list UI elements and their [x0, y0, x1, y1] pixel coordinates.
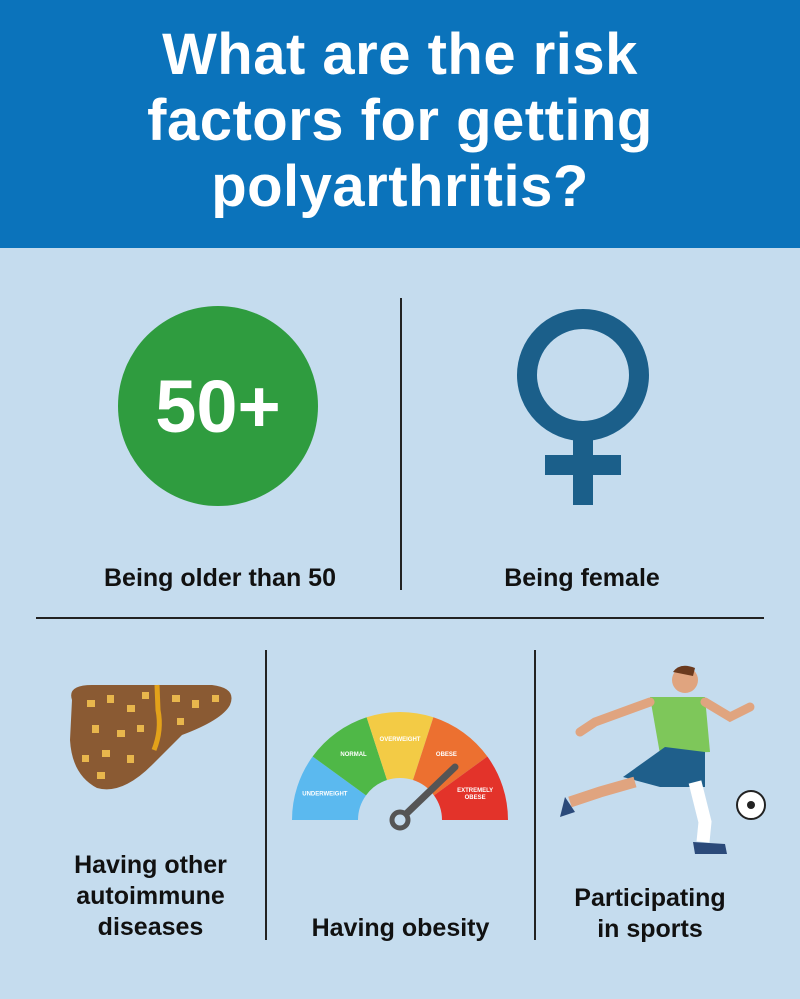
gauge-needle-hub — [389, 809, 411, 831]
gauge-segment-label: OVERWEIGHT — [380, 737, 421, 743]
sports-label: Participating in sports — [536, 883, 764, 945]
age-label: Being older than 50 — [104, 564, 336, 592]
gauge-segment — [412, 717, 488, 796]
age-badge: 50+ — [118, 306, 318, 506]
gauge-segment — [292, 756, 367, 820]
obesity-label: Having obesity — [311, 914, 490, 942]
autoimmune-label-line: Having other — [74, 851, 227, 879]
gauge-segment-label: OBESE — [465, 795, 486, 801]
autoimmune-label: Having other autoimmune diseases — [36, 850, 265, 943]
gauge-segment — [366, 712, 434, 781]
divider-horizontal — [36, 617, 764, 619]
gauge-needle — [402, 763, 459, 818]
soccer-player-icon — [560, 665, 766, 854]
gauge-segment-label: EXTREMELY — [457, 788, 493, 794]
divider-vertical-top — [400, 298, 402, 590]
gauge-segment-label: NORMAL — [340, 752, 367, 758]
gauge-segment — [312, 717, 388, 796]
gauge-segment — [433, 756, 508, 820]
gauge-segment-label: OBESE — [436, 752, 457, 758]
divider-vertical-bottom-1 — [265, 650, 267, 940]
bmi-gauge-icon: UNDERWEIGHTNORMALOVERWEIGHTOBESEEXTREMEL… — [292, 712, 508, 831]
page-title: What are the risk factors for getting po… — [0, 0, 800, 248]
female-label: Being female — [504, 564, 660, 592]
female-symbol-icon — [517, 309, 649, 505]
autoimmune-label-line: autoimmune — [76, 882, 225, 910]
gauge-segment-label: UNDERWEIGHT — [302, 792, 348, 798]
divider-vertical-bottom-2 — [534, 650, 536, 940]
sports-label-line: in sports — [597, 915, 703, 943]
autoimmune-label-line: diseases — [97, 913, 204, 941]
liver-icon — [70, 684, 232, 790]
sports-label-line: Participating — [574, 884, 726, 912]
